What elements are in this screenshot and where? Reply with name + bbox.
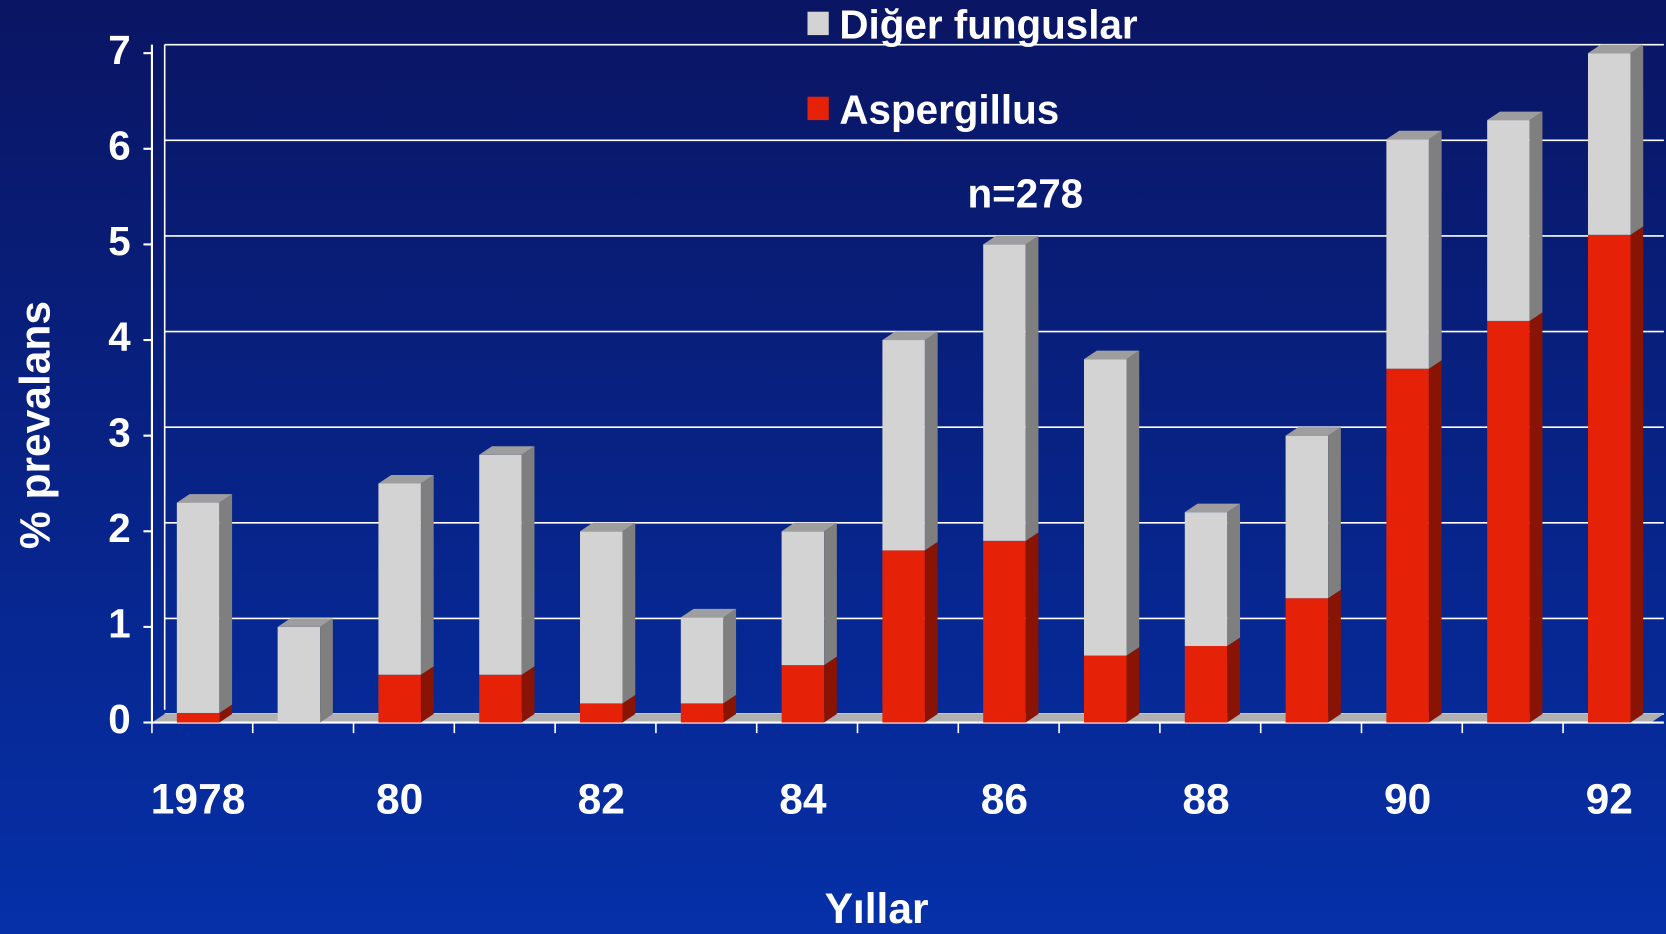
bar-side (824, 656, 837, 723)
bar-segment (983, 540, 1026, 723)
bar-side (1630, 226, 1644, 723)
y-axis-label: % prevalans (12, 301, 59, 549)
bar-top (882, 331, 938, 341)
y-tick-label: 5 (108, 218, 130, 264)
y-tick-label: 0 (108, 696, 130, 742)
bar-top (580, 522, 636, 532)
bar-segment (781, 531, 825, 666)
bar-side (1227, 503, 1241, 647)
bar-side (1328, 427, 1341, 599)
bar-segment (983, 244, 1026, 541)
y-tick-label: 1 (108, 601, 130, 647)
x-axis-label: Yıllar (825, 886, 929, 933)
bar-top (1487, 111, 1543, 121)
x-tick-label: 84 (779, 776, 827, 823)
bar-side (219, 704, 233, 723)
bar-segment (1285, 435, 1329, 599)
bar-side (622, 522, 636, 704)
bar-segment (680, 617, 724, 704)
bar-side (521, 446, 535, 675)
annotation: n=278 (968, 170, 1084, 216)
bar-side (723, 608, 737, 704)
bar-segment (1083, 359, 1127, 656)
bar-side (1328, 589, 1341, 723)
bar-side (1126, 350, 1140, 656)
bar-side (1227, 637, 1241, 723)
x-tick-label: 80 (376, 776, 423, 823)
bar-top (1083, 350, 1140, 360)
bar-segment (781, 665, 825, 723)
bar-side (723, 694, 737, 723)
bar-top (680, 608, 737, 618)
bar-side (1529, 312, 1543, 723)
bar-segment (882, 550, 925, 723)
bar-segment (1587, 53, 1631, 235)
legend-swatch (807, 96, 829, 121)
bar-side (521, 666, 535, 723)
bar-segment (277, 626, 321, 723)
bar-segment (1487, 320, 1530, 723)
bar-segment (1083, 655, 1127, 723)
bar-top (1285, 427, 1341, 436)
y-tick-label: 6 (108, 122, 130, 168)
y-tick-label: 4 (108, 314, 131, 360)
bar-segment (479, 454, 522, 675)
y-tick-label: 3 (108, 409, 130, 455)
bar-side (219, 494, 233, 713)
legend-label: Aspergillus (839, 86, 1059, 132)
bar-top (781, 522, 837, 532)
bar-top (1184, 503, 1241, 513)
bar-segment (176, 502, 220, 713)
bar-side (924, 331, 938, 551)
bar-segment (1386, 139, 1429, 369)
bar-segment (1184, 646, 1228, 723)
bar-segment (1487, 120, 1530, 321)
bar-top (1386, 130, 1442, 140)
bar-top (1587, 44, 1644, 54)
bar-top (378, 474, 434, 484)
x-tick-label: 92 (1586, 776, 1633, 823)
bar-side (420, 474, 434, 675)
y-tick-label: 2 (108, 505, 130, 551)
bar-segment (580, 531, 623, 704)
bar-side (1529, 111, 1543, 321)
x-tick-label: 1978 (151, 776, 246, 823)
bar-side (1126, 647, 1140, 723)
bar-segment (580, 703, 623, 723)
bar-side (824, 522, 837, 666)
bar-side (1428, 130, 1442, 369)
bar-segment (1285, 598, 1329, 723)
y-tick-label: 7 (108, 27, 130, 73)
bar-top (983, 235, 1039, 245)
bar-side (1025, 235, 1039, 541)
bar-top (176, 494, 233, 503)
bar-segment (378, 674, 421, 723)
bar-segment (882, 340, 925, 551)
bar-side (1630, 44, 1644, 235)
bar-top (277, 618, 333, 627)
x-tick-label: 90 (1384, 776, 1431, 823)
bar-side (420, 666, 434, 723)
bar-segment (479, 674, 522, 723)
bar-side (622, 694, 636, 723)
bar-side (1025, 532, 1039, 723)
x-tick-label: 88 (1182, 776, 1229, 823)
bar-side (320, 618, 333, 723)
bar-segment (1184, 512, 1228, 647)
legend-label: Diğer funguslar (839, 1, 1138, 47)
bar-top (479, 446, 535, 455)
bar-segment (176, 712, 220, 723)
bar-segment (378, 483, 421, 675)
x-tick-label: 86 (981, 776, 1028, 823)
x-tick-label: 82 (578, 776, 625, 823)
bar-segment (1587, 234, 1631, 723)
bar-side (1428, 360, 1442, 723)
bar-segment (1386, 368, 1429, 723)
bar-side (924, 541, 938, 723)
legend-swatch (807, 11, 829, 36)
bar-segment (680, 703, 724, 723)
